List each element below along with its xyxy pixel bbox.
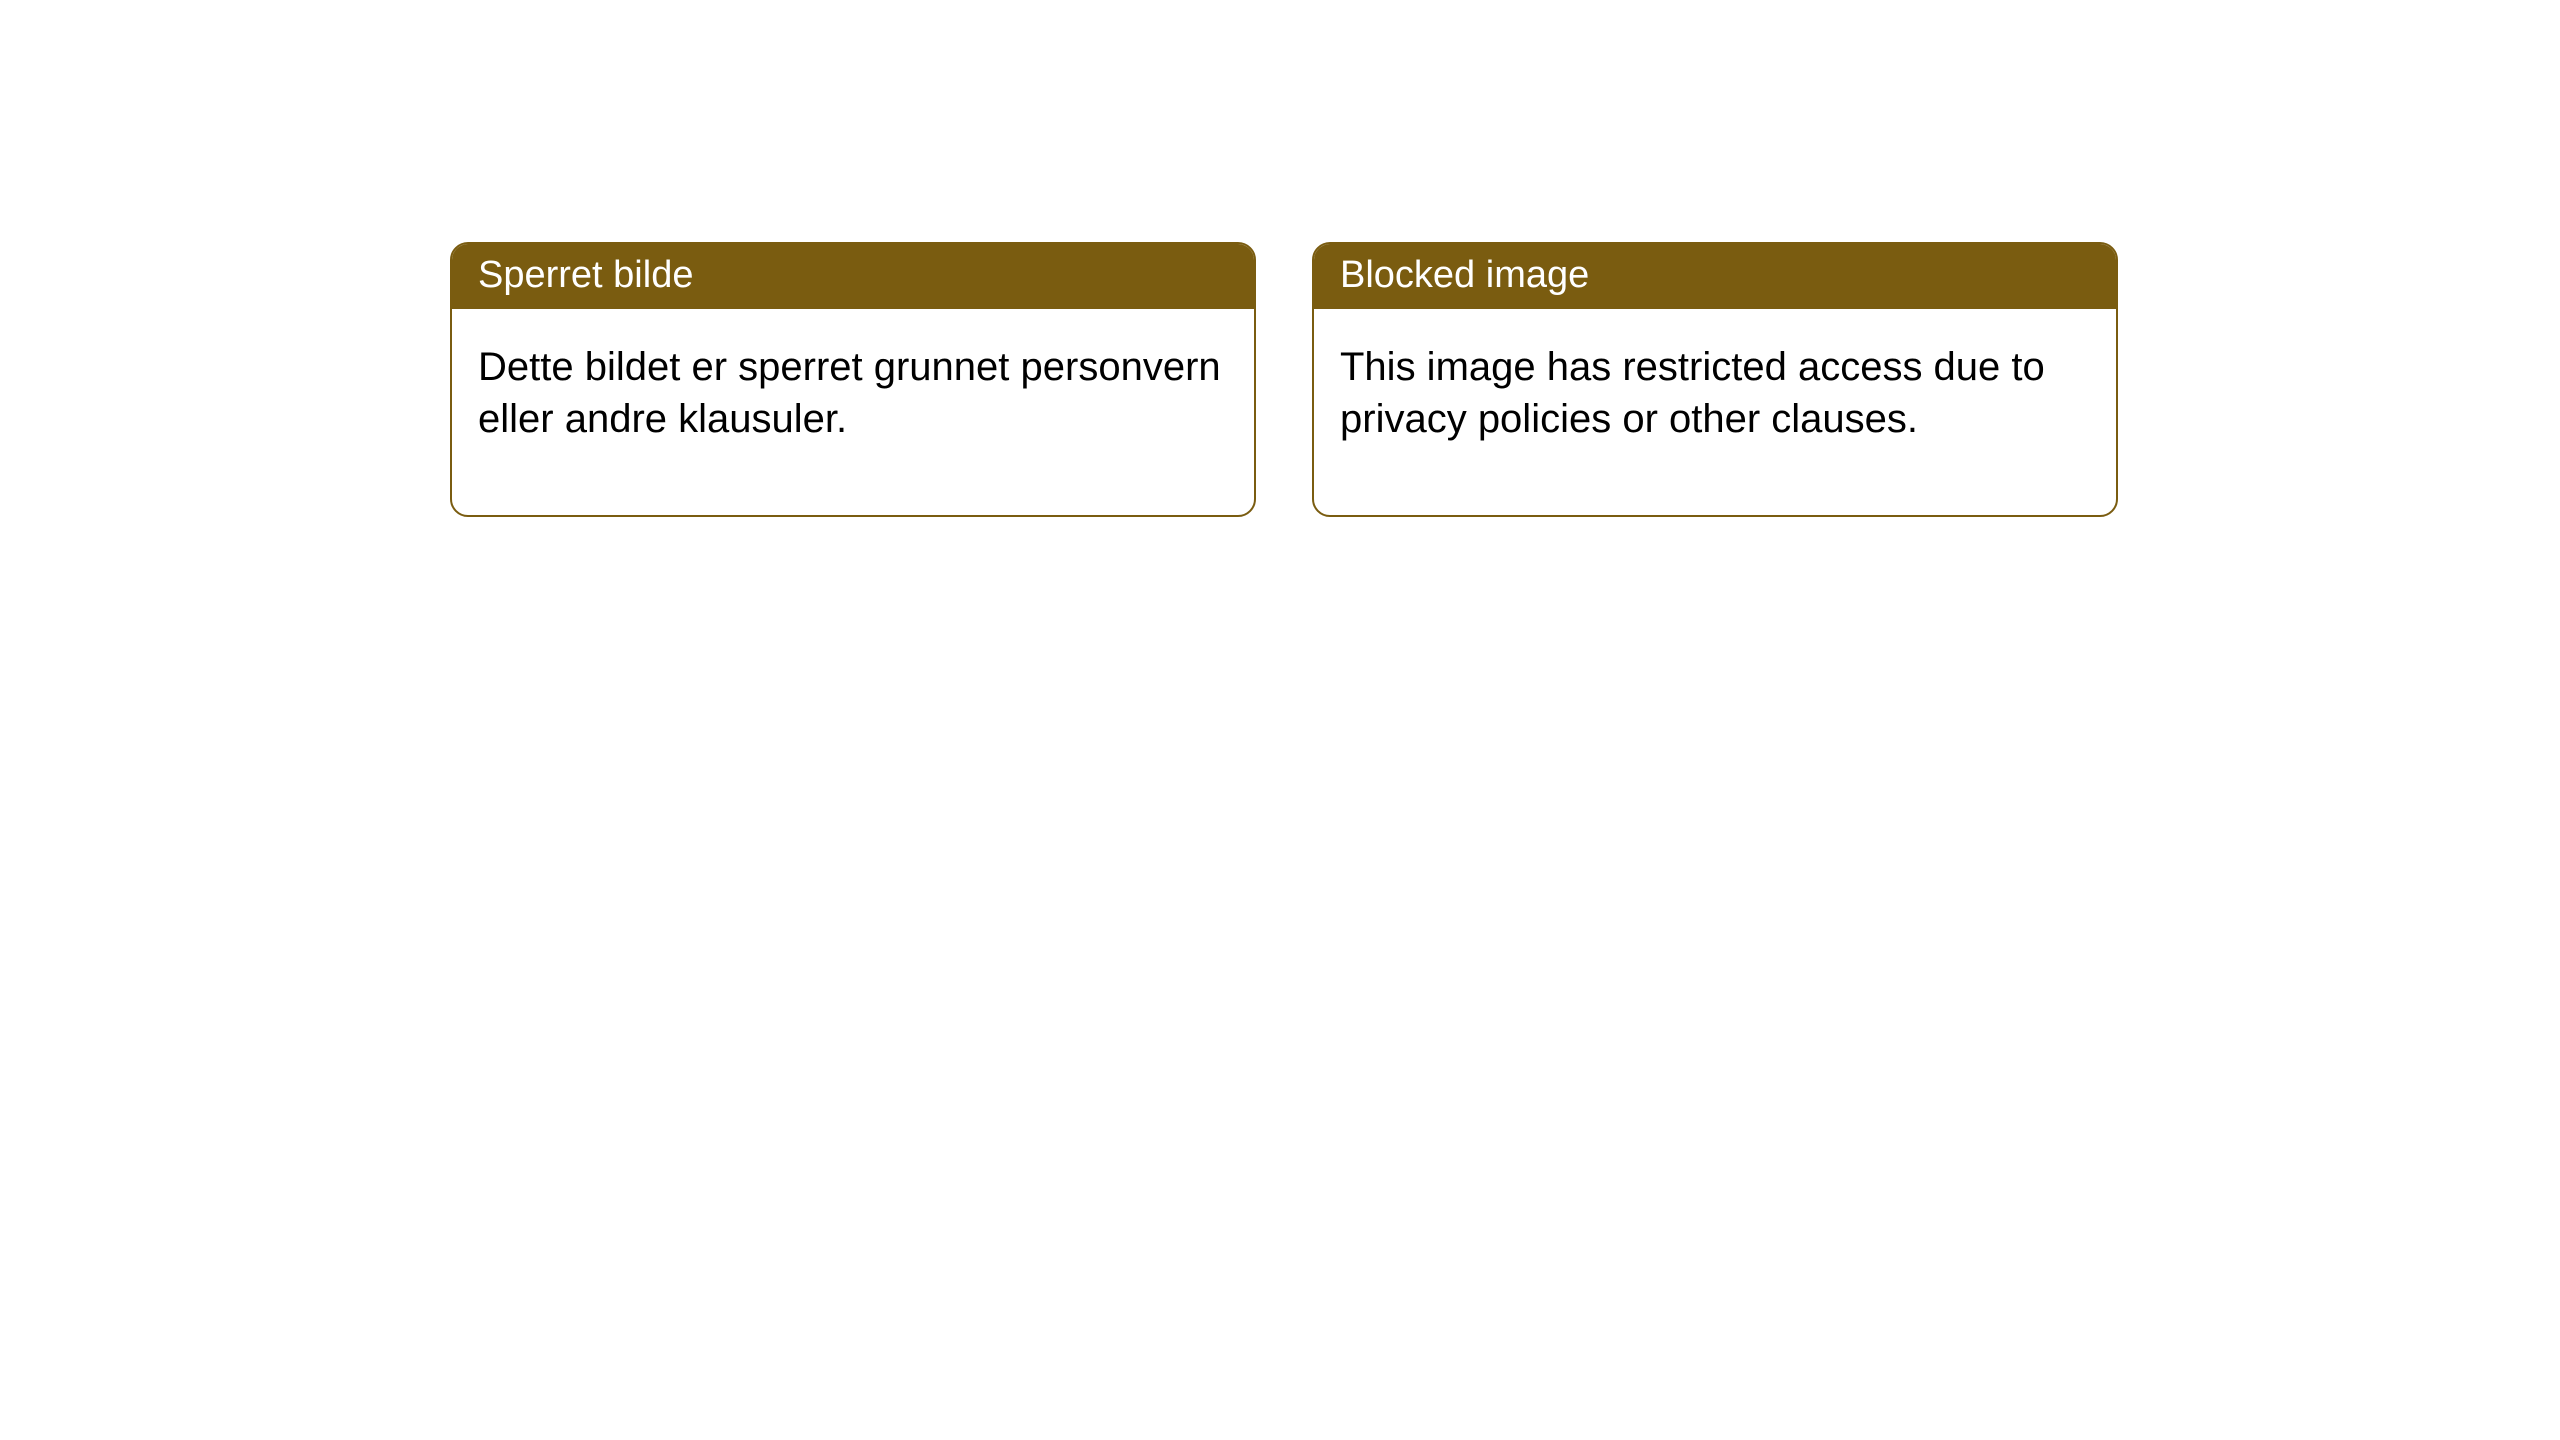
notice-header: Sperret bilde (452, 244, 1254, 309)
notices-container: Sperret bilde Dette bildet er sperret gr… (450, 242, 2118, 517)
notice-title: Sperret bilde (478, 254, 693, 296)
notice-box-english: Blocked image This image has restricted … (1312, 242, 2118, 517)
notice-body: This image has restricted access due to … (1314, 309, 2116, 515)
notice-title: Blocked image (1340, 254, 1589, 296)
notice-header: Blocked image (1314, 244, 2116, 309)
notice-body-text: This image has restricted access due to … (1340, 345, 2045, 441)
notice-body-text: Dette bildet er sperret grunnet personve… (478, 345, 1221, 441)
notice-body: Dette bildet er sperret grunnet personve… (452, 309, 1254, 515)
notice-box-norwegian: Sperret bilde Dette bildet er sperret gr… (450, 242, 1256, 517)
